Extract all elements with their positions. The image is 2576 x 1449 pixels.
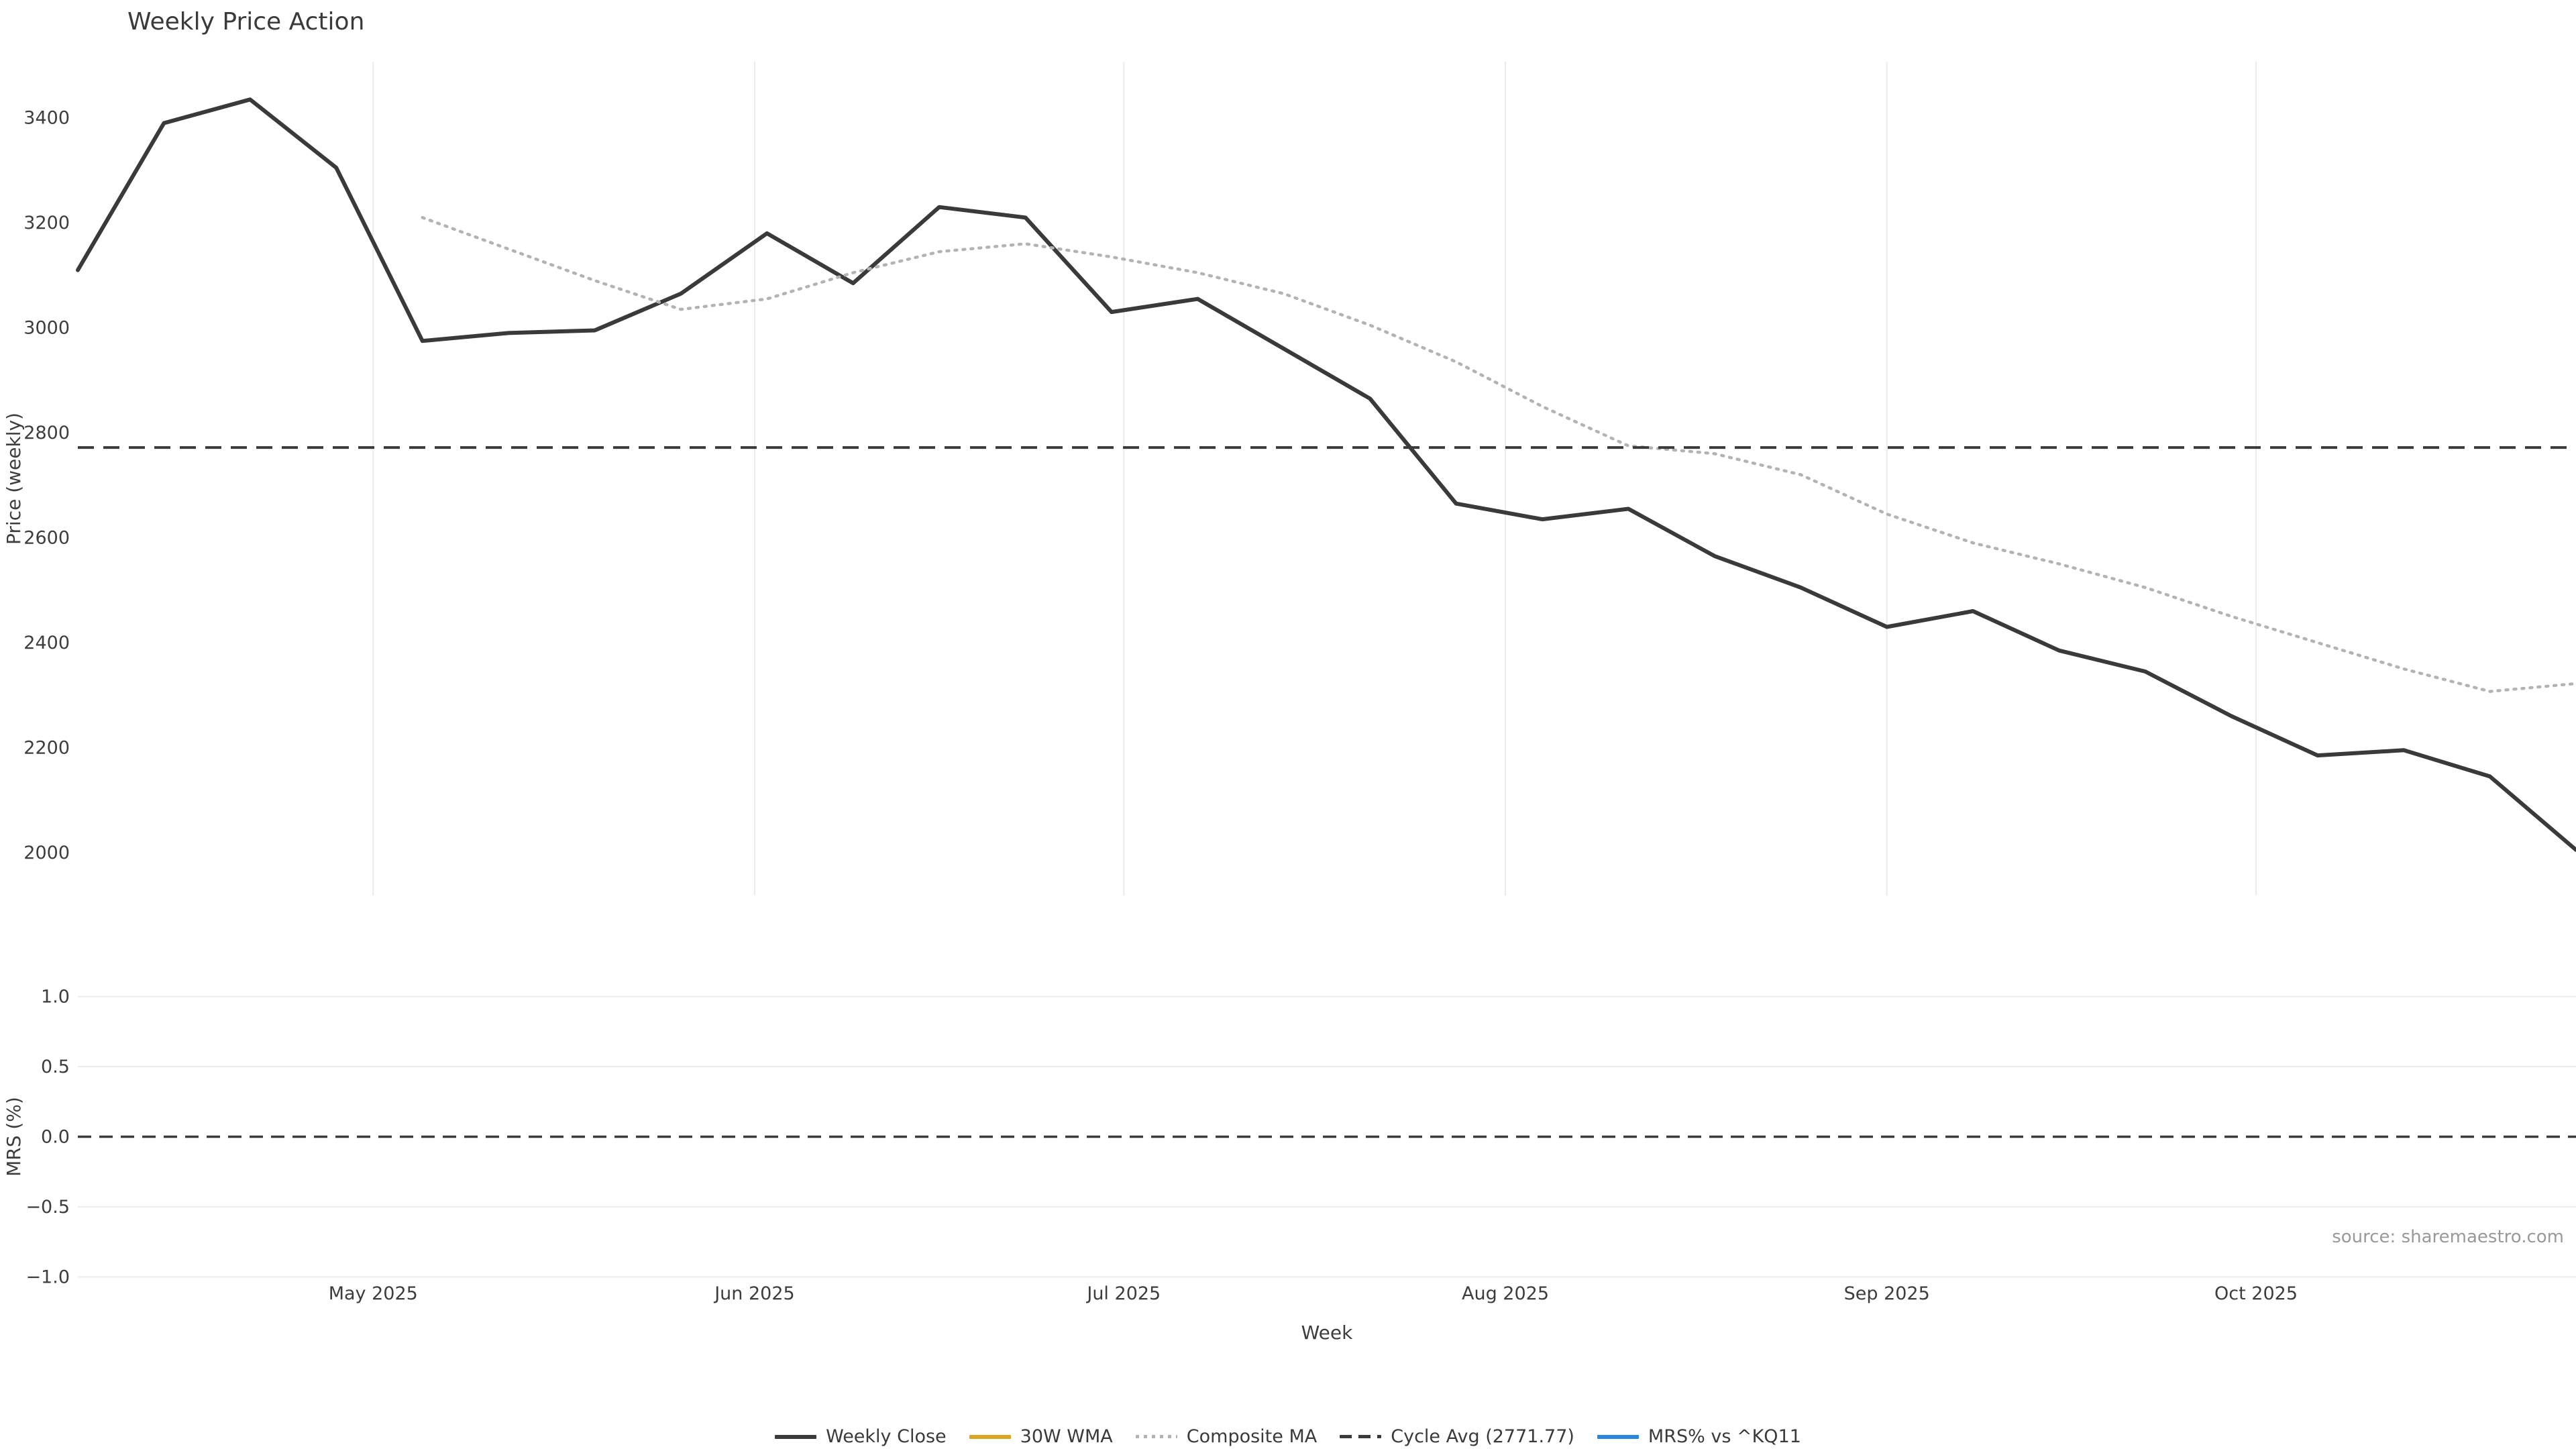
legend-item-30w-wma[interactable]: 30W WMA: [969, 1426, 1113, 1447]
x-tick-label: Sep 2025: [1844, 1283, 1930, 1304]
legend-label: Composite MA: [1186, 1426, 1318, 1447]
mrs-y-tick-label: 0.0: [41, 1127, 70, 1148]
price-y-tick-label: 3000: [23, 318, 70, 339]
x-axis-label: Week: [1301, 1322, 1353, 1344]
legend-label: Cycle Avg (2771.77): [1391, 1426, 1574, 1447]
x-tick-label: May 2025: [329, 1283, 418, 1304]
price-y-tick-label: 2800: [23, 423, 70, 443]
mrs-y-tick-label: −0.5: [25, 1197, 70, 1218]
legend-item-weekly-close[interactable]: Weekly Close: [775, 1426, 947, 1447]
legend-swatch-solid-blue: [1597, 1434, 1639, 1439]
mrs-y-tick-label: 1.0: [41, 986, 70, 1007]
mrs-axis-label: MRS (%): [3, 1097, 25, 1177]
composite-ma-line: [421, 216, 2576, 693]
legend-swatch-dotted: [1135, 1435, 1177, 1438]
legend-swatch-solid-dark: [775, 1434, 817, 1439]
price-y-tick-label: 2600: [23, 528, 70, 549]
price-y-tick-label: 2000: [23, 843, 70, 863]
legend-swatch-dashed: [1340, 1435, 1382, 1438]
price-y-tick-label: 3400: [23, 108, 70, 129]
price-y-tick-label: 3200: [23, 213, 70, 233]
x-tick-label: Jul 2025: [1085, 1283, 1161, 1304]
mrs-y-tick-label: 0.5: [41, 1057, 70, 1077]
weekly-close-line: [76, 97, 2576, 852]
mrs-y-tick-label: −1.0: [25, 1267, 70, 1288]
legend-item-mrs-vs-kq11[interactable]: MRS% vs ^KQ11: [1597, 1426, 1801, 1447]
legend-item-composite-ma[interactable]: Composite MA: [1135, 1426, 1318, 1447]
price-axis-label: Price (weekly): [3, 413, 25, 545]
x-tick-label: Aug 2025: [1462, 1283, 1549, 1304]
x-tick-label: Oct 2025: [2214, 1283, 2298, 1304]
x-tick-label: Jun 2025: [713, 1283, 794, 1304]
legend-item-cycle-avg-2771-77-[interactable]: Cycle Avg (2771.77): [1340, 1426, 1574, 1447]
source-note: source: sharemaestro.com: [2332, 1227, 2564, 1247]
price-y-tick-label: 2400: [23, 633, 70, 653]
legend-label: MRS% vs ^KQ11: [1648, 1426, 1801, 1447]
price-y-tick-label: 2200: [23, 737, 70, 758]
legend-swatch-solid-gold: [969, 1434, 1011, 1439]
chart-title: Weekly Price Action: [127, 8, 365, 36]
legend-label: Weekly Close: [826, 1426, 947, 1447]
legend-label: 30W WMA: [1020, 1426, 1113, 1447]
chart-legend: Weekly Close 30W WMA Composite MA Cycle Avg…: [0, 1426, 2576, 1447]
